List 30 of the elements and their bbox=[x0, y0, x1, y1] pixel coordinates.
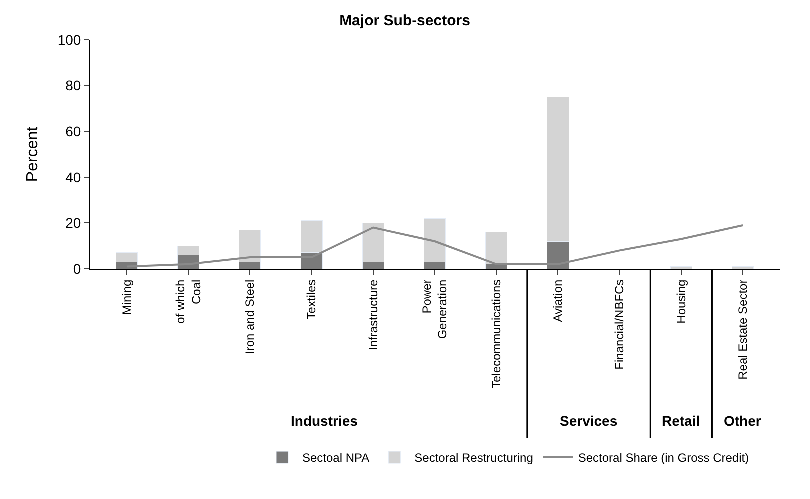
text: Other bbox=[724, 413, 762, 429]
text: Industries bbox=[291, 413, 358, 429]
x-tick-label: Housing bbox=[674, 280, 688, 324]
text: Services bbox=[560, 413, 618, 429]
x-tick-label: Aviation bbox=[551, 280, 566, 322]
text: Retail bbox=[662, 413, 700, 429]
x-tick-label: Iron and Steel bbox=[243, 280, 258, 355]
legend-label: Sectoral Restructuring bbox=[414, 451, 534, 466]
chart-title: Major Sub-sectors bbox=[340, 12, 470, 30]
line-series bbox=[126, 224, 744, 268]
y-axis-title: Percent bbox=[24, 126, 42, 182]
y-tick-label: 0 bbox=[73, 260, 82, 277]
x-tick-label: Infrastructure bbox=[366, 279, 380, 351]
y-tick-label: 40 bbox=[66, 169, 82, 186]
x-tick-label: of which Coal bbox=[174, 280, 204, 324]
y-tick-label: 20 bbox=[66, 215, 82, 232]
y-tick-label: 60 bbox=[66, 124, 82, 140]
bar bbox=[486, 232, 508, 265]
x-tick-label: Textiles bbox=[304, 280, 319, 320]
x-tick-label: Real Estate Sector bbox=[736, 280, 750, 380]
legend-label: Sectoal NPA bbox=[302, 451, 370, 466]
bar bbox=[732, 266, 754, 269]
y-tick-label: 100 bbox=[58, 32, 82, 48]
x-tick-label: Financial/NBFCs bbox=[612, 280, 627, 370]
legend-label: Sectoral Share (in Gross Credit) bbox=[578, 451, 750, 466]
x-tick-label: Mining bbox=[120, 280, 134, 316]
x-tick-label: Power Generation bbox=[420, 280, 450, 340]
bar bbox=[670, 266, 692, 269]
x-tick-label: Telecommunications bbox=[490, 280, 504, 389]
y-tick-label: 80 bbox=[66, 78, 82, 94]
